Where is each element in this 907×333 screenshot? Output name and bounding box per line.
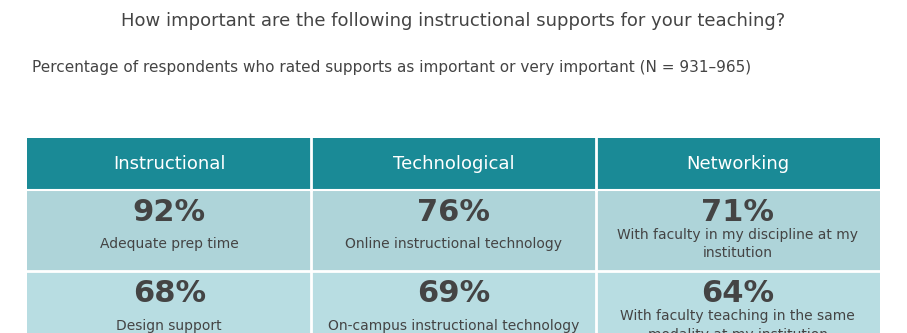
Text: Design support: Design support xyxy=(116,318,222,333)
Text: 64%: 64% xyxy=(701,279,775,308)
Text: On-campus instructional technology: On-campus instructional technology xyxy=(327,318,580,333)
Bar xyxy=(27,271,311,333)
Text: Adequate prep time: Adequate prep time xyxy=(100,237,239,251)
Text: 68%: 68% xyxy=(132,279,206,308)
Bar xyxy=(27,138,311,190)
Text: 92%: 92% xyxy=(132,198,206,227)
Text: Technological: Technological xyxy=(393,155,514,173)
Bar xyxy=(311,138,596,190)
Text: With faculty in my discipline at my
institution: With faculty in my discipline at my inst… xyxy=(617,228,858,260)
Text: 71%: 71% xyxy=(701,198,775,227)
Bar xyxy=(596,271,880,333)
Text: With faculty teaching in the same
modality at my institution: With faculty teaching in the same modali… xyxy=(620,309,855,333)
Text: Instructional: Instructional xyxy=(113,155,226,173)
Bar xyxy=(596,190,880,271)
Bar xyxy=(27,190,311,271)
Bar xyxy=(311,190,596,271)
Text: 69%: 69% xyxy=(417,279,490,308)
Text: How important are the following instructional supports for your teaching?: How important are the following instruct… xyxy=(122,12,785,30)
Text: Percentage of respondents who rated supports as important or very important (N =: Percentage of respondents who rated supp… xyxy=(32,60,751,75)
Bar xyxy=(311,271,596,333)
Text: Networking: Networking xyxy=(686,155,789,173)
Text: 76%: 76% xyxy=(417,198,490,227)
Text: Online instructional technology: Online instructional technology xyxy=(345,237,562,251)
Bar xyxy=(596,138,880,190)
